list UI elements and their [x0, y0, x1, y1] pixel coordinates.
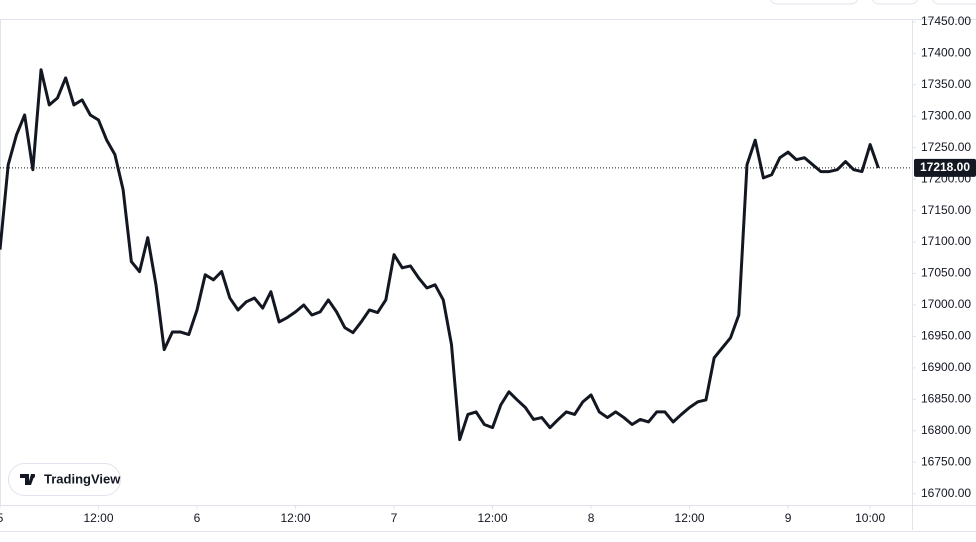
- x-tick-label: 9: [785, 511, 792, 525]
- y-tick-label: 16850.00: [921, 391, 971, 405]
- last-price-label: 17218.00: [920, 160, 970, 174]
- price-line: [0, 68, 880, 442]
- x-tick-label: 6: [194, 511, 201, 525]
- y-tick-label: 17350.00: [921, 77, 971, 91]
- y-tick-label: 16900.00: [921, 360, 971, 374]
- y-tick-label: 16750.00: [921, 454, 971, 468]
- x-tick-label: 7: [391, 511, 398, 525]
- y-tick-label: 17050.00: [921, 266, 971, 280]
- x-tick-label: 12:00: [281, 511, 311, 525]
- y-tick-label: 16950.00: [921, 329, 971, 343]
- logo-text: TradingView: [44, 471, 121, 486]
- plot: [0, 68, 880, 442]
- x-tick-label: 12:00: [478, 511, 508, 525]
- x-tick-label: 12:00: [675, 511, 705, 525]
- toolbar-button[interactable]: [770, 0, 858, 5]
- x-tick-label: 12:00: [83, 511, 113, 525]
- x-tick-label: 8: [588, 511, 595, 525]
- y-tick-label: 17000.00: [921, 297, 971, 311]
- y-tick-label: 17150.00: [921, 203, 971, 217]
- badge-bg: [8, 463, 121, 496]
- logo-dot: [31, 474, 35, 478]
- y-tick-label: 16800.00: [921, 423, 971, 437]
- toolbar-button[interactable]: [932, 0, 976, 5]
- y-tick-label: 17450.00: [921, 14, 971, 28]
- toolbar-button[interactable]: [872, 0, 918, 5]
- y-tick-label: 17400.00: [921, 46, 971, 60]
- y-tick-label: 17250.00: [921, 140, 971, 154]
- y-tick-label: 17100.00: [921, 234, 971, 248]
- x-tick-label: 10:00: [855, 511, 885, 525]
- last-price-box: [914, 158, 976, 177]
- x-tick-label: 5: [0, 511, 4, 525]
- logo-badge[interactable]: TradingView: [8, 463, 122, 496]
- y-tick-label: 17300.00: [921, 108, 971, 122]
- y-tick-label: 16700.00: [921, 486, 971, 500]
